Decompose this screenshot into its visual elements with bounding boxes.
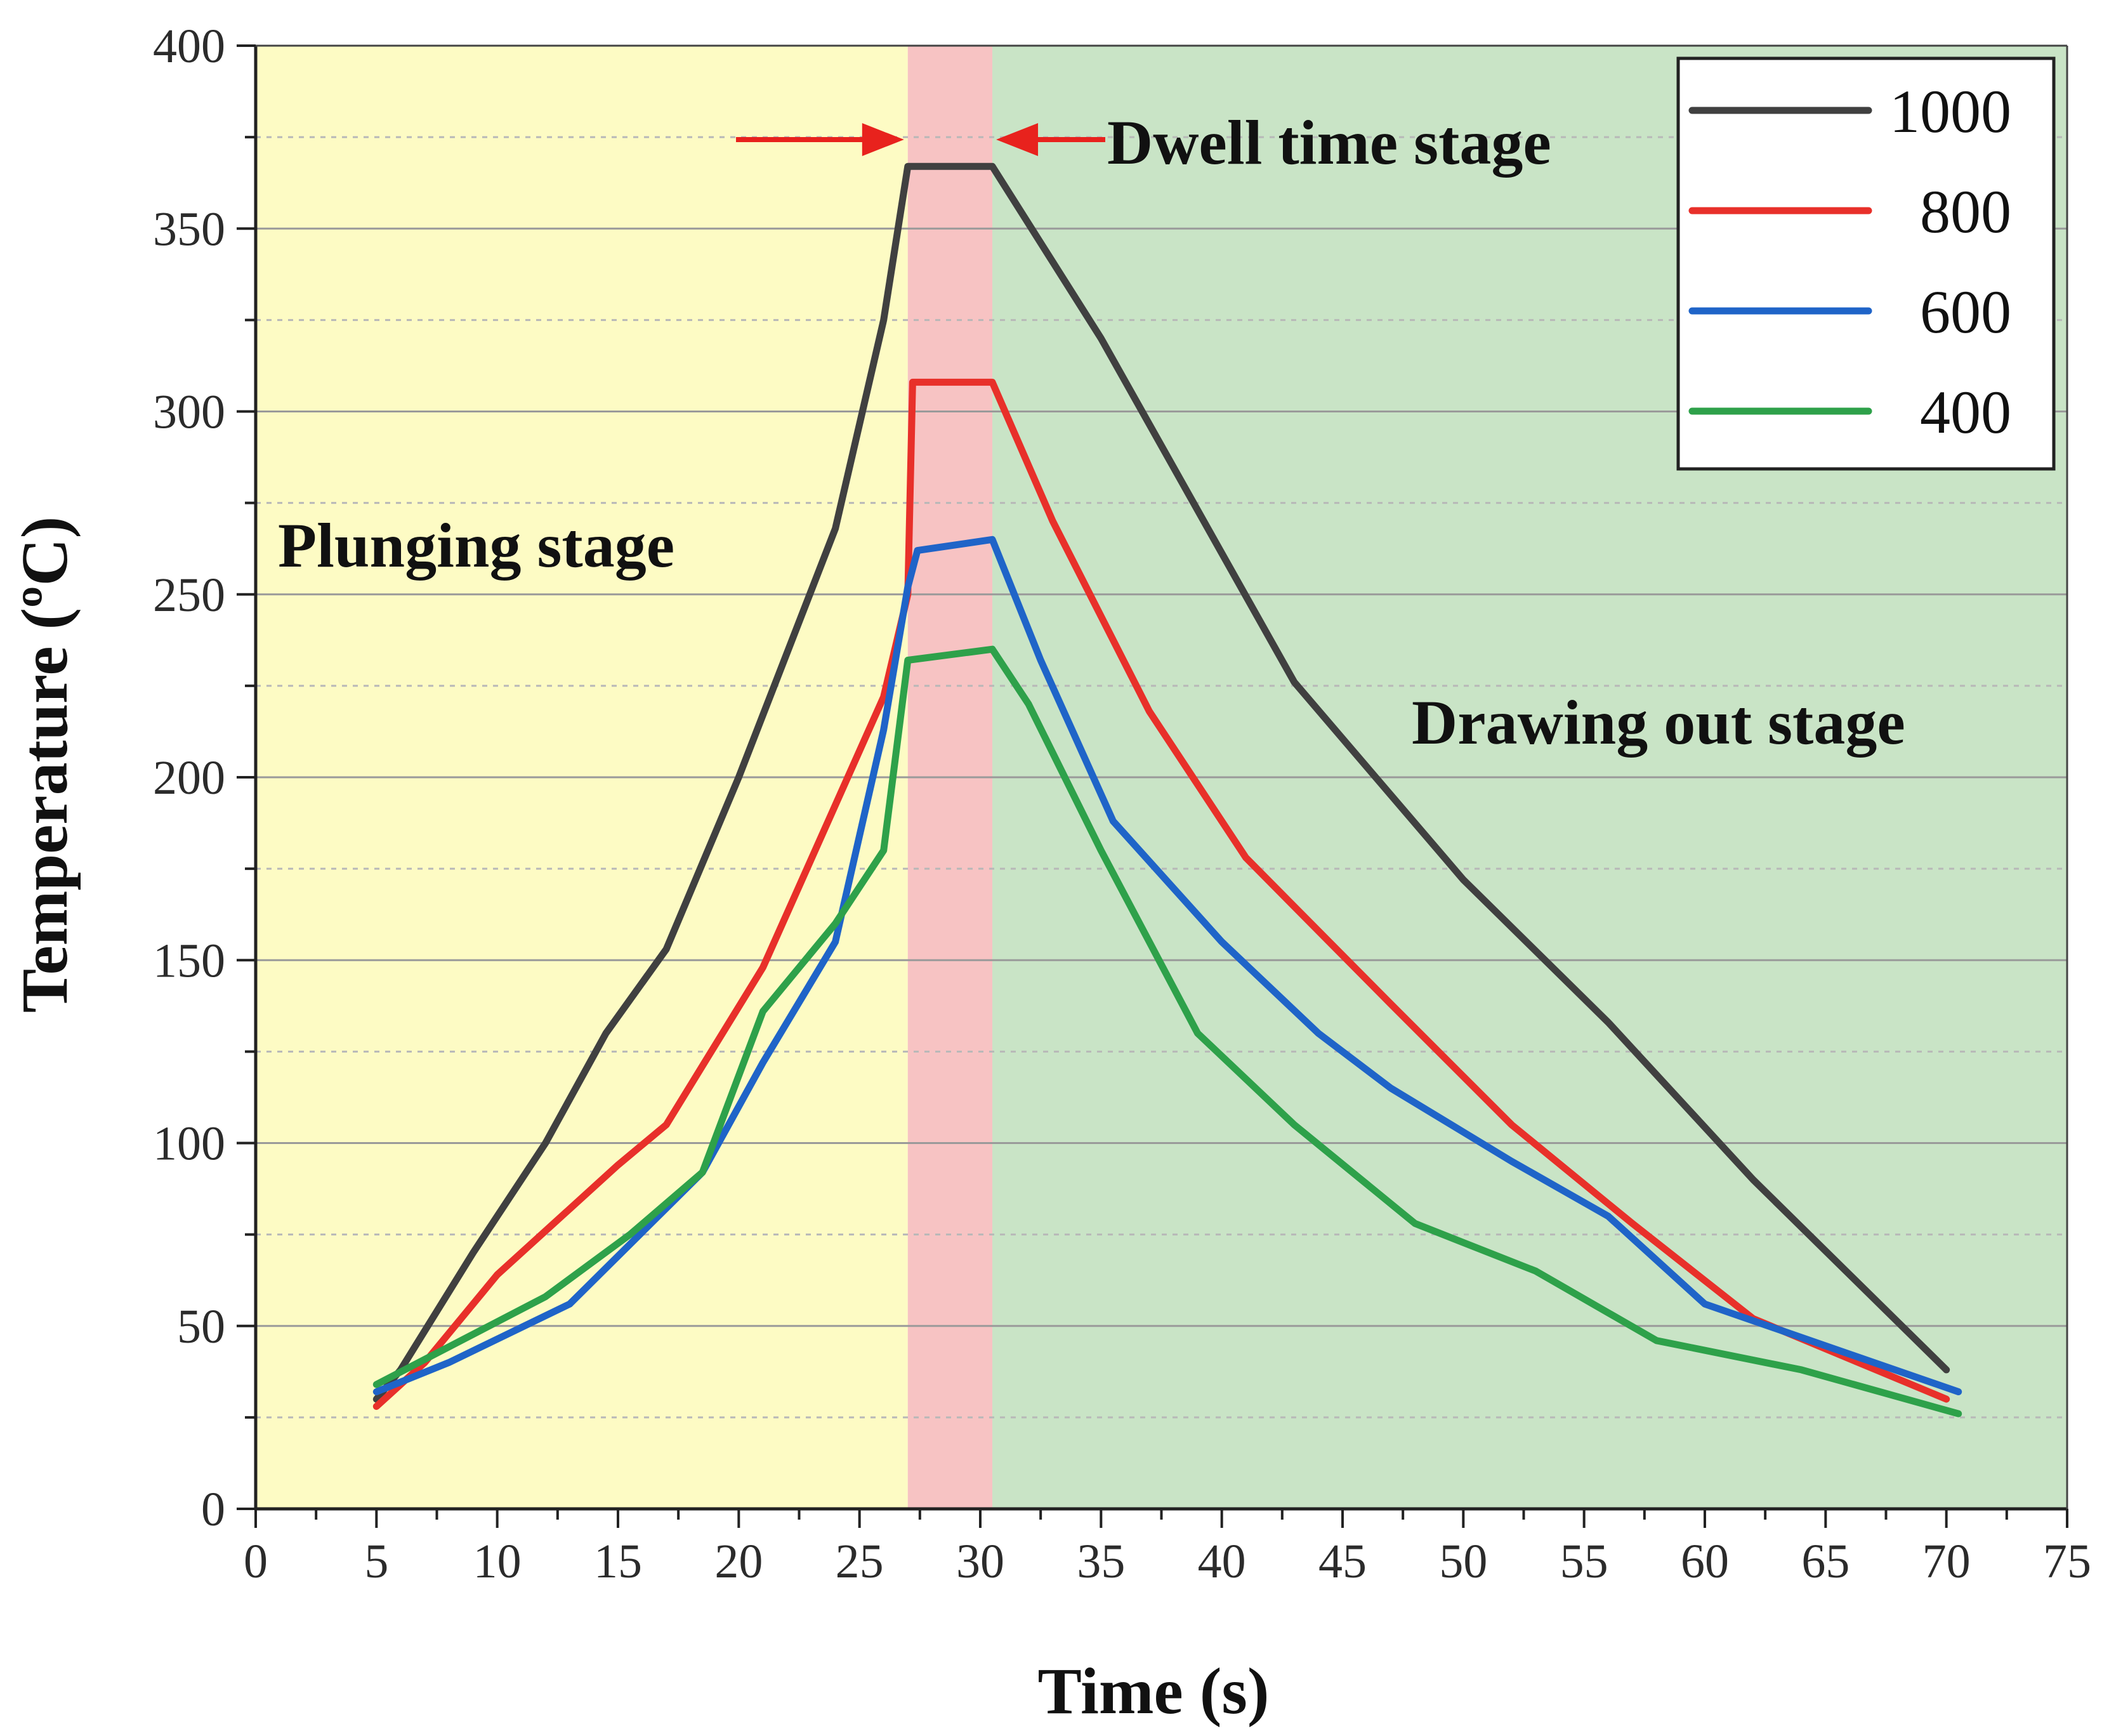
- series-line-800: [372, 378, 1950, 1410]
- x-tick-label: 35: [1077, 1535, 1125, 1588]
- x-tick-label: 20: [714, 1535, 763, 1588]
- y-axis-title: Temperature (ºC): [8, 516, 81, 1013]
- x-tick-label: 5: [364, 1535, 388, 1588]
- x-axis-title: Time (s): [1038, 1655, 1270, 1728]
- legend-box: [1676, 56, 2056, 471]
- stage-label-drawing-out: Drawing out stage: [1412, 687, 1905, 758]
- x-tick-labels: 0 5 10 15 20 25 30 35 40 45 50 55 60 65 70 75: [244, 1535, 2091, 1588]
- x-tick-label: 45: [1318, 1535, 1367, 1588]
- x-tick-label: 30: [956, 1535, 1004, 1588]
- y-tick-label: 100: [153, 1117, 225, 1171]
- y-tick-labels: 0 50 100 150 200 250 300 350 400: [153, 20, 225, 1536]
- legend-label-1000: 1000: [1889, 77, 2011, 145]
- x-tick-label: 60: [1681, 1535, 1729, 1588]
- legend: 1000 800 600 400: [1676, 56, 2056, 471]
- stage-label-plunging: Plunging stage: [278, 510, 674, 581]
- legend-label-600: 600: [1920, 278, 2011, 346]
- y-tick-label: 400: [153, 20, 225, 73]
- x-tick-label: 0: [244, 1535, 268, 1588]
- legend-label-400: 400: [1920, 378, 2011, 446]
- dwell-arrow-left-head: [862, 123, 904, 156]
- y-tick-label: 350: [153, 202, 225, 256]
- series-line-1000: [372, 162, 1950, 1403]
- series-line-400: [372, 645, 1962, 1417]
- x-tick-label: 25: [836, 1535, 884, 1588]
- y-tick-label: 0: [201, 1483, 225, 1536]
- x-tick-label: 70: [1922, 1535, 1971, 1588]
- series-lines: [372, 162, 1962, 1417]
- y-tick-label: 150: [153, 934, 225, 987]
- y-tick-label: 200: [153, 751, 225, 805]
- x-tick-label: 75: [2043, 1535, 2091, 1588]
- dwell-arrow-right-head: [996, 123, 1039, 156]
- legend-label-800: 800: [1920, 178, 2011, 246]
- x-tick-label: 55: [1560, 1535, 1608, 1588]
- y-tick-label: 250: [153, 569, 225, 622]
- x-tick-label: 50: [1439, 1535, 1487, 1588]
- x-tick-label: 15: [594, 1535, 642, 1588]
- x-tick-label: 40: [1198, 1535, 1246, 1588]
- y-tick-label: 300: [153, 386, 225, 439]
- tick-marks: [237, 44, 2068, 1528]
- stage-label-dwell: Dwell time stage: [1107, 107, 1551, 178]
- x-tick-label: 65: [1801, 1535, 1849, 1588]
- x-tick-label: 10: [473, 1535, 522, 1588]
- dwell-arrows: [736, 123, 1105, 156]
- y-tick-label: 50: [177, 1300, 225, 1353]
